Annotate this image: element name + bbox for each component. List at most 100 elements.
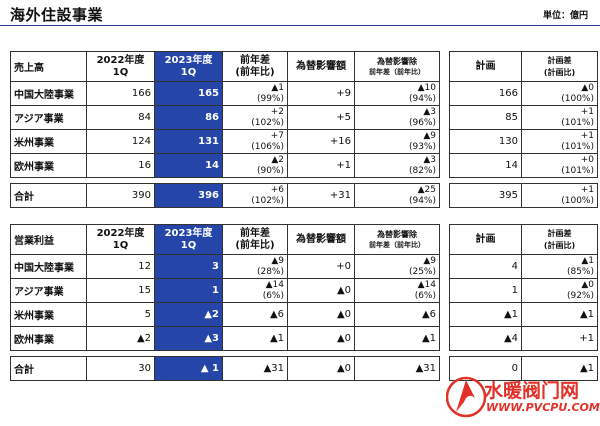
- row-label: 米州事業: [10, 129, 87, 154]
- cell-2023: 3: [154, 254, 223, 279]
- profit-plan-header-row: 計画 計画差 (計画比): [449, 224, 598, 255]
- sales-plan-table: 計画 計画差 (計画比) 166 ▲0 (100%) 85 +1 (101%) 130…: [449, 51, 598, 208]
- unit-label: 単位：億円: [542, 11, 588, 21]
- cell-2022: 124: [86, 129, 155, 154]
- table-row: 1 ▲0 (92%): [449, 278, 598, 303]
- cell-2022: ▲2: [86, 326, 155, 351]
- cell-fx: +16: [287, 129, 355, 154]
- cell-plandiff: ▲1: [521, 356, 598, 381]
- table-row: 14 +0 (101%): [449, 153, 598, 178]
- cell-exfx: ▲1: [354, 326, 440, 351]
- profit-header-2022: 2022年度 1Q: [86, 224, 155, 255]
- cell-diff: +2 (102%): [222, 105, 288, 130]
- cell-exfx: ▲3 (82%): [354, 153, 440, 178]
- cell-plandiff: ▲0 (100%): [521, 81, 598, 106]
- cell-fx: +1: [287, 153, 355, 178]
- table-row: 166 ▲0 (100%): [449, 81, 598, 106]
- page-title: 海外住設事業: [10, 6, 104, 24]
- watermark-logo: [446, 376, 487, 418]
- cell-exfx: ▲3 (96%): [354, 105, 440, 130]
- profit-header-fx: 為替影響額: [287, 224, 355, 255]
- cell-plan: 0: [449, 356, 522, 381]
- cell-fx: +9: [287, 81, 355, 106]
- cell-fx: ▲0: [287, 278, 355, 303]
- profit-header-label: 営業利益: [10, 224, 87, 255]
- table-row: 米州事業 5 ▲2 ▲6 ▲0 ▲6: [10, 302, 440, 327]
- cell-plandiff: ▲1: [521, 302, 598, 327]
- table-row: 4 ▲1 (85%): [449, 254, 598, 279]
- row-label: 中国大陸事業: [10, 254, 87, 279]
- cell-plandiff: +1: [521, 326, 598, 351]
- sales-table: 売上高 2022年度 1Q 2023年度 1Q 前年差 (前年比) 為替影響額 為替影…: [10, 51, 440, 208]
- cell-exfx: ▲14 (6%): [354, 278, 440, 303]
- profit-table: 営業利益 2022年度 1Q 2023年度 1Q 前年差 (前年比) 為替影響額 為替…: [10, 224, 440, 381]
- total-row: 合計 30 ▲ 1 ▲31 ▲0 ▲31: [10, 356, 440, 381]
- cell-plandiff: ▲0 (92%): [521, 278, 598, 303]
- cell-diff: ▲1 (99%): [222, 81, 288, 106]
- cell-diff: ▲14 (6%): [222, 278, 288, 303]
- profit-header-plandiff: 計画差 (計画比): [521, 224, 598, 255]
- profit-header-plan: 計画: [449, 224, 522, 255]
- sales-plan-header-row: 計画 計画差 (計画比): [449, 51, 598, 82]
- table-row: 85 +1 (101%): [449, 105, 598, 130]
- cell-fx: +0: [287, 254, 355, 279]
- sales-header-label: 売上高: [10, 51, 87, 82]
- cell-2023: ▲2: [154, 302, 223, 327]
- sales-header-plandiff: 計画差 (計画比): [521, 51, 598, 82]
- cell-diff: ▲6: [222, 302, 288, 327]
- profit-plan-table: 計画 計画差 (計画比) 4 ▲1 (85%) 1 ▲0 (92%) ▲1 ▲1 ▲4…: [449, 224, 598, 381]
- profit-header-diff: 前年差 (前年比): [222, 224, 288, 255]
- cell-exfx: ▲31: [354, 356, 440, 381]
- cell-plandiff: +1 (101%): [521, 105, 598, 130]
- cell-fx: ▲0: [287, 326, 355, 351]
- sales-header-plan: 計画: [449, 51, 522, 82]
- cell-2022: 390: [86, 183, 155, 208]
- row-label: アジア事業: [10, 105, 87, 130]
- watermark-icon: [446, 376, 487, 418]
- row-label: 米州事業: [10, 302, 87, 327]
- cell-2022: 15: [86, 278, 155, 303]
- profit-header-exfx: 為替影響除 前年差（前年比）: [354, 224, 440, 255]
- cell-diff: +7 (106%): [222, 129, 288, 154]
- cell-plan: 1: [449, 278, 522, 303]
- cell-plandiff: +1 (100%): [521, 183, 598, 208]
- cell-diff: ▲1: [222, 326, 288, 351]
- profit-header-row: 営業利益 2022年度 1Q 2023年度 1Q 前年差 (前年比) 為替影響額 為替…: [10, 224, 440, 255]
- cell-2023: 86: [154, 105, 223, 130]
- cell-fx: ▲0: [287, 302, 355, 327]
- table-row: ▲4 +1: [449, 326, 598, 351]
- cell-plan: ▲4: [449, 326, 522, 351]
- cell-exfx: ▲9 (25%): [354, 254, 440, 279]
- cell-2023: 131: [154, 129, 223, 154]
- profit-header-2023: 2023年度 1Q: [154, 224, 223, 255]
- total-row: 0 ▲1: [449, 356, 598, 381]
- cell-diff: ▲2 (90%): [222, 153, 288, 178]
- sales-header-2023: 2023年度 1Q: [154, 51, 223, 82]
- cell-fx: +31: [287, 183, 355, 208]
- cell-2023: ▲ 1: [154, 356, 223, 381]
- cell-2022: 5: [86, 302, 155, 327]
- cell-plan: 14: [449, 153, 522, 178]
- cell-exfx: ▲6: [354, 302, 440, 327]
- cell-diff: +6 (102%): [222, 183, 288, 208]
- cell-plan: ▲1: [449, 302, 522, 327]
- cell-exfx: ▲25 (94%): [354, 183, 440, 208]
- table-row: 米州事業 124 131 +7 (106%) +16 ▲9 (93%): [10, 129, 440, 154]
- cell-2022: 12: [86, 254, 155, 279]
- cell-plan: 4: [449, 254, 522, 279]
- total-row: 395 +1 (100%): [449, 183, 598, 208]
- table-row: アジア事業 84 86 +2 (102%) +5 ▲3 (96%): [10, 105, 440, 130]
- title-divider: [0, 25, 600, 26]
- cell-exfx: ▲10 (94%): [354, 81, 440, 106]
- cell-plandiff: ▲1 (85%): [521, 254, 598, 279]
- table-row: 欧州事業 16 14 ▲2 (90%) +1 ▲3 (82%): [10, 153, 440, 178]
- table-row: 欧州事業 ▲2 ▲3 ▲1 ▲0 ▲1: [10, 326, 440, 351]
- cell-diff: ▲31: [222, 356, 288, 381]
- cell-diff: ▲9 (28%): [222, 254, 288, 279]
- row-label: 合計: [10, 183, 87, 208]
- sales-header-diff: 前年差 (前年比): [222, 51, 288, 82]
- table-row: アジア事業 15 1 ▲14 (6%) ▲0 ▲14 (6%): [10, 278, 440, 303]
- cell-2023: ▲3: [154, 326, 223, 351]
- cell-fx: ▲0: [287, 356, 355, 381]
- sales-header-exfx: 為替影響除 前年差（前年比）: [354, 51, 440, 82]
